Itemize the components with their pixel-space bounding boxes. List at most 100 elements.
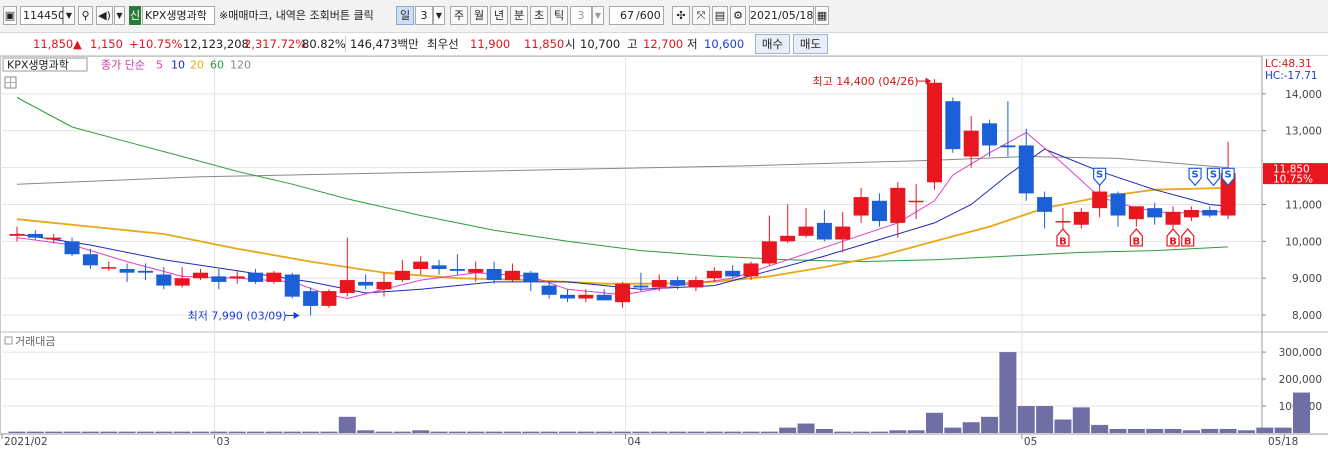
candle-body — [1092, 191, 1108, 209]
ma10-line — [16, 148, 1229, 294]
price-tick-label: 11,000 — [1285, 199, 1322, 211]
buy-marker-shape — [1129, 228, 1143, 247]
candle-body — [156, 274, 172, 286]
quote-bar: 11,850 ▲ 1,150 +10.75% 12,123,208 2,317.… — [0, 33, 1328, 56]
candle-body — [174, 278, 190, 286]
chart-panel[interactable]: 14,00013,00012,00011,00010,0009,0008,000… — [0, 56, 1328, 451]
sell-marker-shape — [1221, 167, 1235, 187]
candlestick-chart[interactable]: 14,00013,00012,00011,00010,0009,0008,000… — [0, 56, 1328, 451]
sell-marker-shape — [1188, 167, 1202, 187]
volume-bar — [338, 416, 356, 433]
legend-label: 종가 단순 — [101, 59, 145, 72]
candle-body — [1183, 209, 1199, 218]
hc-label: HC:-17.71 — [1265, 70, 1318, 82]
period-number-input[interactable]: 3 — [415, 6, 433, 25]
speaker-icon[interactable]: ◀) — [96, 6, 113, 25]
chart-tool-icon[interactable]: ✣ — [672, 6, 690, 25]
stock-code-input[interactable]: 114450 — [20, 6, 65, 25]
date-label: 2021/02 — [4, 436, 48, 448]
best-label: 최우선 — [427, 37, 459, 51]
legend-period: 10 — [171, 59, 185, 72]
period-year-button[interactable]: 년 — [490, 6, 508, 25]
candle-body — [688, 280, 704, 288]
price-tick-label: 13,000 — [1285, 126, 1322, 138]
sell-marker-label: S — [1224, 169, 1231, 180]
trade-signals: BSB B BS S S — [1056, 167, 1235, 247]
candle-body — [743, 263, 759, 277]
volume-bar — [485, 431, 503, 433]
best-bid: 11,850 — [524, 37, 565, 51]
volume-bar — [595, 431, 613, 433]
current-price: 11,850 — [33, 37, 74, 51]
candles — [9, 79, 1236, 316]
candle-body — [137, 270, 153, 273]
period-week-button[interactable]: 주 — [450, 6, 468, 25]
tick-value-input[interactable]: 3 — [570, 6, 592, 25]
volume-bar — [192, 431, 209, 433]
period-month-button[interactable]: 월 — [470, 6, 488, 25]
candle-body — [449, 268, 465, 271]
candle-body — [303, 291, 319, 306]
ma120-line — [16, 155, 1229, 185]
sell-marker-shape — [1206, 167, 1221, 187]
sell-marker-label: S — [1210, 169, 1217, 180]
volume-bar — [999, 352, 1017, 433]
volume-bar — [1036, 406, 1054, 433]
ma60-line — [16, 97, 1229, 263]
sell-signal-marker: S — [1206, 167, 1221, 187]
candle-body — [835, 226, 851, 240]
tick-dropdown-icon[interactable]: ▼ — [592, 6, 604, 25]
candle-body — [982, 123, 998, 146]
volume-bar — [944, 427, 962, 433]
calendar-icon[interactable]: ▦ — [815, 6, 829, 25]
volume-bar — [118, 431, 136, 433]
zoom-tool-icon[interactable]: ⤧ — [692, 6, 710, 25]
candle-body — [468, 268, 484, 273]
speaker-dropdown-icon[interactable]: ▼ — [114, 6, 125, 25]
volume-bar — [357, 430, 375, 433]
stock-name: KPX생명과학 — [142, 6, 215, 25]
volume-bar — [247, 431, 265, 433]
volume-bar — [760, 431, 778, 433]
chart-grid — [0, 56, 1328, 435]
volume-bar — [724, 431, 742, 433]
gear-icon[interactable]: ⚙ — [730, 6, 746, 25]
open-price: 10,700 — [580, 37, 621, 51]
toolbar: ▣ 114450 ▼ ⚲ ◀) ▼ 신 KPX생명과학 ※매매마크, 내역은 조… — [0, 0, 1328, 33]
new-listing-badge: 신 — [129, 6, 141, 25]
window-menu-icon[interactable]: ▣ — [3, 6, 17, 25]
sell-marker-label: S — [1191, 169, 1198, 180]
trade-mark-hint: ※매매마크, 내역은 조회버튼 클릭 — [219, 9, 374, 22]
volume-bar — [228, 431, 246, 433]
legend-period: 20 — [190, 59, 204, 72]
volume-bar — [448, 431, 466, 433]
period-number-dropdown-icon[interactable]: ▼ — [433, 6, 445, 25]
period-second-button[interactable]: 초 — [530, 6, 548, 25]
period-day-button[interactable]: 일 — [396, 6, 414, 25]
volume-bar — [1146, 428, 1164, 433]
volume-bar — [815, 428, 833, 433]
candle-body — [578, 294, 594, 299]
volume-bar — [136, 431, 154, 433]
period-minute-button[interactable]: 분 — [510, 6, 528, 25]
volume-tick-label: 300,000 — [1279, 347, 1322, 359]
candle-body — [816, 222, 832, 240]
code-dropdown-icon[interactable]: ▼ — [63, 6, 75, 25]
volume-bar — [1054, 419, 1072, 433]
legend-period: 5 — [156, 59, 163, 72]
search-icon[interactable]: ⚲ — [78, 6, 93, 25]
save-icon[interactable]: ▤ — [712, 6, 728, 25]
date-input[interactable]: 2021/05/18 — [749, 6, 814, 25]
buy-button[interactable]: 매수 — [755, 34, 790, 54]
candle-body — [1220, 173, 1236, 216]
volume-bar — [577, 431, 595, 433]
volume-bar — [210, 431, 228, 433]
candle-body — [504, 270, 520, 281]
sell-button[interactable]: 매도 — [793, 34, 828, 54]
bar-count-input[interactable]: 67 — [609, 6, 636, 25]
current-price-tag-pct: 10.75% — [1273, 174, 1313, 186]
period-tick-button[interactable]: 틱 — [550, 6, 568, 25]
date-label: 03 — [217, 436, 230, 448]
candle-body — [46, 237, 62, 240]
trade-amount: 146,473백만 — [345, 36, 419, 52]
